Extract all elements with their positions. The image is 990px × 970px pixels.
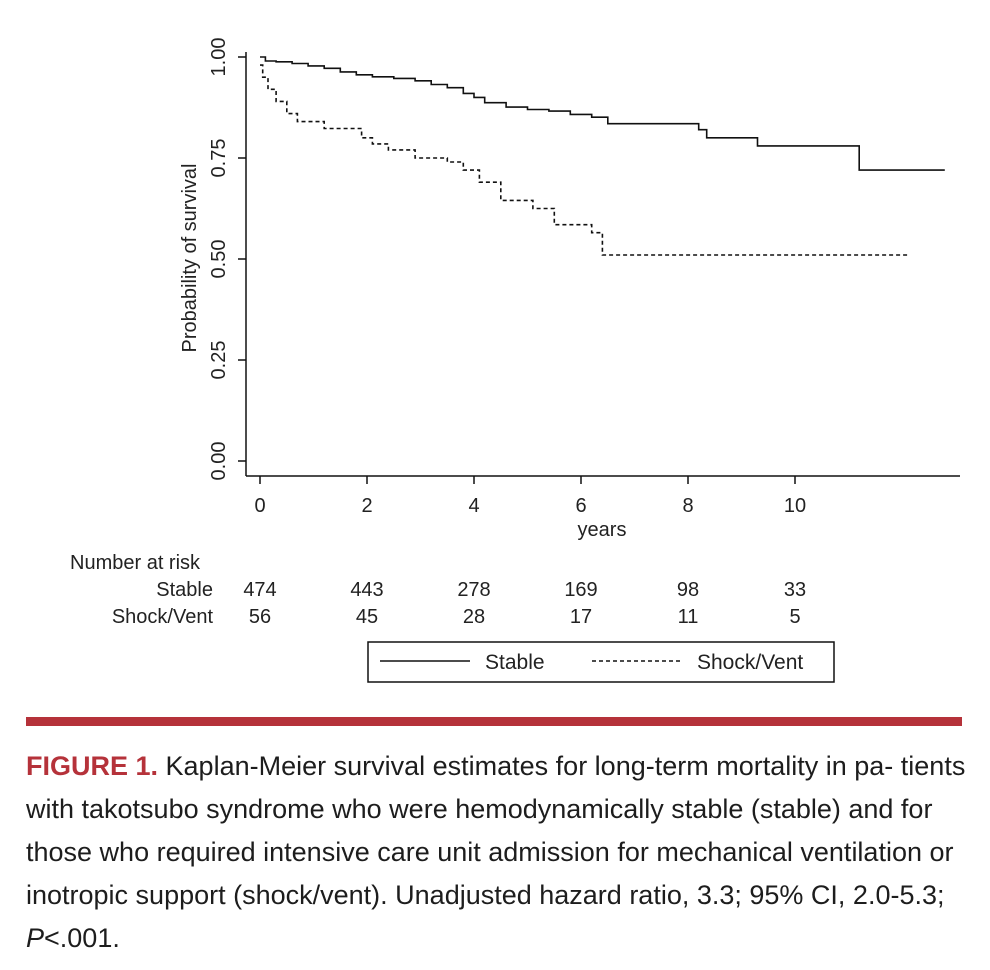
risk-value: 169 bbox=[564, 579, 597, 601]
x-tick-label: 8 bbox=[682, 495, 693, 517]
survival-curves bbox=[260, 56, 945, 256]
risk-value: 33 bbox=[784, 579, 806, 601]
risk-row-label: Stable bbox=[156, 579, 213, 601]
x-axis-label: years bbox=[578, 519, 627, 541]
risk-value: 17 bbox=[570, 606, 592, 628]
risk-value: 28 bbox=[463, 606, 485, 628]
y-tick-label: 0.75 bbox=[208, 139, 230, 178]
figure-caption: FIGURE 1. Kaplan-Meier survival estimate… bbox=[26, 745, 966, 960]
risk-value: 5 bbox=[789, 606, 800, 628]
risk-value: 11 bbox=[678, 606, 699, 628]
caption-divider bbox=[26, 717, 962, 726]
risk-value: 443 bbox=[350, 579, 383, 601]
x-axis-ticks: 0 2 4 6 8 10 bbox=[254, 476, 806, 517]
series-line-shock-vent bbox=[260, 64, 908, 256]
x-tick-label: 6 bbox=[575, 495, 586, 517]
legend: Stable Shock/Vent bbox=[367, 641, 835, 683]
risk-value: 98 bbox=[677, 579, 699, 601]
y-tick-label: 0.50 bbox=[208, 240, 230, 279]
legend-shock-label: Shock/Vent bbox=[697, 651, 803, 674]
risk-value: 45 bbox=[356, 606, 378, 628]
risk-value: 474 bbox=[243, 579, 276, 601]
x-tick-label: 0 bbox=[254, 495, 265, 517]
risk-value: 278 bbox=[457, 579, 490, 601]
legend-box bbox=[367, 641, 835, 683]
caption-text: Kaplan-Meier survival estimates for long… bbox=[26, 751, 966, 910]
risk-table: Number at risk Stable 474 443 278 169 98 33 Shoc… bbox=[70, 552, 806, 628]
risk-row-label: Shock/Vent bbox=[112, 606, 214, 628]
caption-heading: FIGURE 1. bbox=[26, 751, 159, 781]
caption-p-value: <.001. bbox=[44, 923, 120, 953]
risk-table-title: Number at risk bbox=[70, 552, 201, 574]
y-axis-ticks: 0.00 0.25 0.50 0.75 1.00 bbox=[208, 38, 246, 481]
risk-value: 56 bbox=[249, 606, 271, 628]
x-tick-label: 2 bbox=[361, 495, 372, 517]
y-axis-label: Probability of survival bbox=[179, 164, 201, 353]
axes bbox=[245, 52, 960, 477]
legend-stable-label: Stable bbox=[485, 651, 545, 674]
y-tick-label: 0.00 bbox=[208, 442, 230, 481]
caption-p-label: P bbox=[26, 923, 45, 953]
y-tick-label: 0.25 bbox=[208, 341, 230, 380]
x-tick-label: 10 bbox=[784, 495, 806, 517]
kaplan-meier-chart: 0.00 0.25 0.50 0.75 1.00 0 2 4 6 8 10 Probability… bbox=[70, 38, 960, 683]
x-tick-label: 4 bbox=[468, 495, 479, 517]
series-line-stable bbox=[260, 56, 945, 171]
y-tick-label: 1.00 bbox=[208, 38, 230, 77]
